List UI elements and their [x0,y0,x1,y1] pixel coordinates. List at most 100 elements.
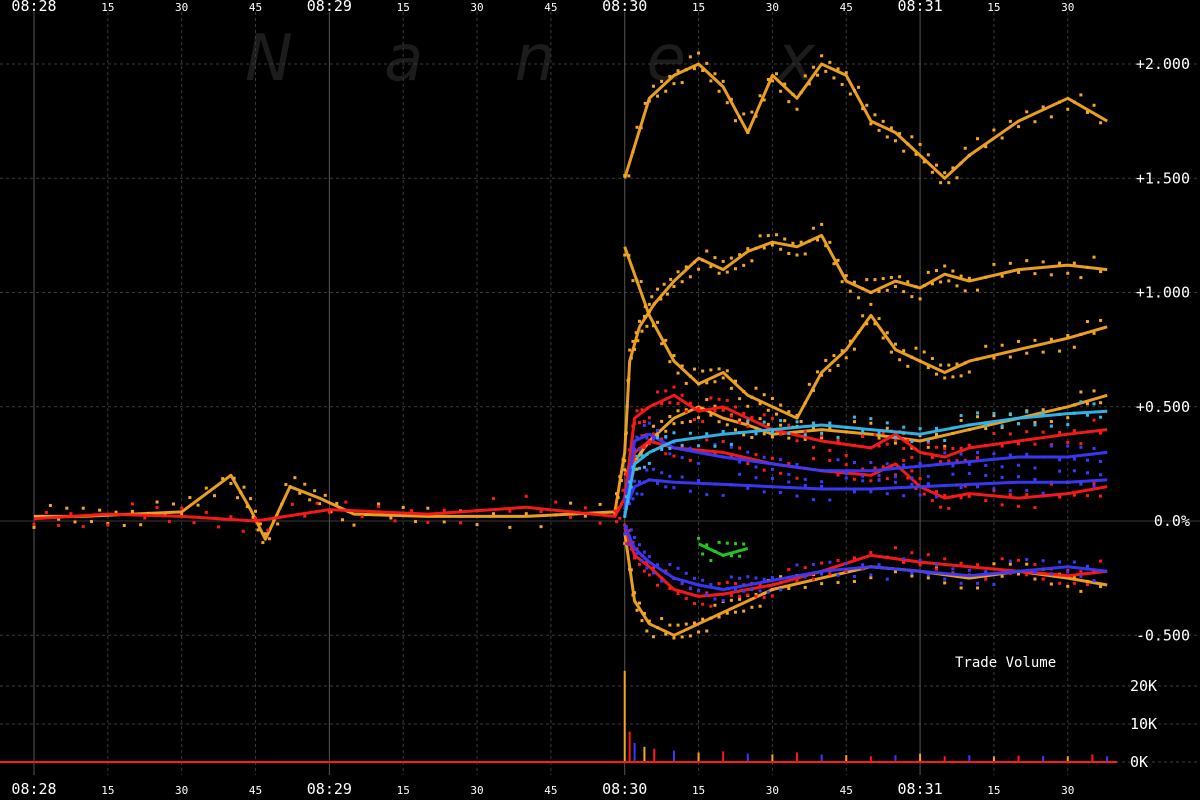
trade-point [852,556,856,560]
trade-point [873,113,877,117]
trade-point [976,586,980,590]
volume-bar [869,756,872,762]
trade-point [1092,418,1096,422]
trade-point [951,472,955,476]
top-major-tick-label: 08:28 [11,0,56,15]
trade-point [651,437,655,441]
trade-point [746,593,750,597]
trade-point [725,587,729,591]
trade-point [652,302,656,306]
trade-point [442,508,446,512]
trade-point [951,166,955,170]
trade-point [762,420,766,424]
trade-point [898,132,902,136]
trade-point [651,324,655,328]
trade-point [992,488,996,492]
trade-point [1033,272,1037,276]
trade-point [1008,453,1012,457]
trade-point [787,575,791,579]
trade-point [701,407,705,411]
trade-point [143,516,147,520]
trade-point [729,445,733,449]
trade-point [327,510,331,514]
trade-point [118,513,122,517]
trade-point [624,431,628,435]
trade-point [836,363,840,367]
trade-point [672,285,676,289]
trade-point [935,432,938,436]
trade-point [697,588,701,592]
trade-point [750,605,754,609]
trade-point [869,417,873,421]
trade-point [889,126,893,130]
bottom-major-tick-label: 08:30 [602,780,647,798]
trade-point [631,424,635,428]
trade-point [656,390,660,394]
trade-point [852,490,856,494]
trade-point [623,523,627,527]
trade-point [733,405,737,409]
trade-point [401,505,405,509]
trade-point [1085,320,1089,324]
trade-point [633,479,637,483]
trade-point [688,489,692,493]
trade-point [984,427,988,431]
trade-point [1099,585,1103,589]
volume-tick-label: 0K [1130,753,1148,771]
trade-point [795,420,799,424]
trade-point [787,461,791,465]
trade-point [779,423,783,427]
top-minor-tick-label: 15 [692,1,705,14]
trade-point [811,498,815,502]
trade-point [697,479,701,483]
trade-point [643,305,647,309]
trade-point [1008,119,1012,123]
trade-point [992,414,996,418]
trade-point [640,436,644,440]
trade-point [256,528,260,532]
volume-bar [623,670,626,762]
trade-point [779,247,783,251]
trade-point [1041,350,1045,354]
trade-point [811,65,815,69]
trade-point [656,94,660,98]
trade-point [1049,572,1053,576]
trade-point [943,171,947,175]
trade-point [811,563,815,567]
trade-point [844,425,848,429]
trade-point [1092,579,1096,583]
trade-point [795,494,799,498]
trade-point [787,472,791,476]
trade-point [992,567,996,571]
trade-point [701,69,705,73]
trade-point [918,563,922,567]
trade-point [824,69,828,73]
trade-point [947,459,951,463]
bottom-major-tick-label: 08:31 [898,780,943,798]
trade-point [1041,491,1045,495]
trade-point [984,499,988,503]
trade-point [660,617,664,621]
trade-point [32,522,36,526]
trade-point [637,421,641,425]
trade-point [857,330,861,334]
trade-point [762,455,766,459]
trade-point [651,571,655,575]
trade-point [770,476,774,480]
trade-point [828,448,832,452]
trade-point [828,572,832,576]
trade-point [229,515,233,519]
trade-point [393,519,397,523]
trade-point [672,576,676,580]
trade-point [746,486,750,490]
trade-point [902,349,906,353]
trade-point [926,553,930,557]
trade-point [1058,261,1062,265]
trade-point [787,586,791,590]
trade-point [1008,559,1012,563]
trade-point [828,498,832,502]
trade-point [889,350,893,354]
volume-bar [653,748,656,762]
trade-point [1033,477,1037,481]
trade-point [261,541,265,545]
